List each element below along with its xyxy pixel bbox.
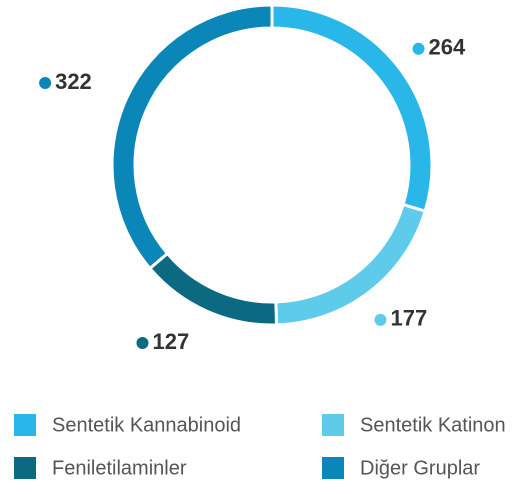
legend-label: Diğer Gruplar	[360, 457, 480, 479]
label-dot	[374, 313, 387, 326]
value-label: 322	[55, 69, 92, 94]
donut-segment	[270, 3, 434, 214]
legend-label: Sentetik Katinon	[360, 414, 506, 436]
donut-segment	[110, 3, 274, 271]
value-label: 264	[429, 35, 466, 60]
legend-swatch	[322, 457, 344, 479]
donut-segment	[147, 251, 279, 327]
legend-swatch	[14, 457, 36, 479]
label-dot	[39, 76, 52, 89]
value-label: 127	[152, 329, 189, 354]
legend-swatch	[14, 414, 36, 436]
value-label: 177	[390, 306, 427, 331]
label-dot	[412, 42, 425, 55]
legend-label: Sentetik Kannabinoid	[52, 414, 241, 436]
legend-label: Feniletilaminler	[52, 457, 187, 479]
label-dot	[136, 337, 149, 350]
legend-swatch	[322, 414, 344, 436]
